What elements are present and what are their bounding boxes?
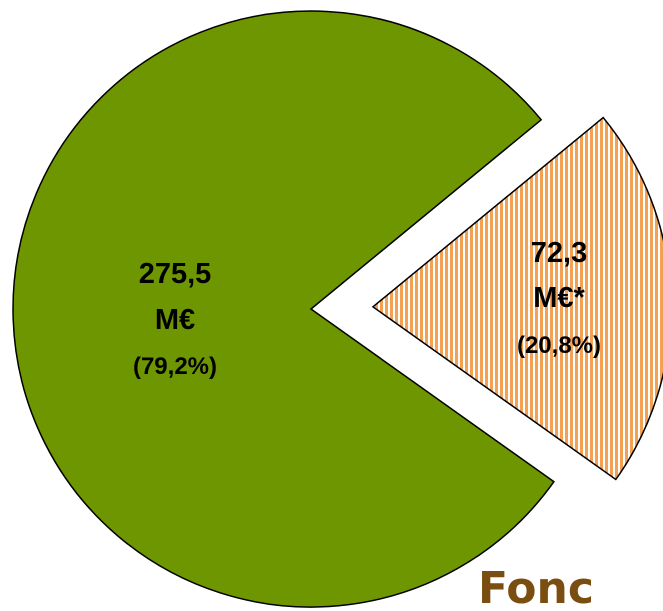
slice-label-large: 275,5 M€ (79,2%)	[133, 258, 217, 380]
slice-label-large-unit: M€	[155, 304, 195, 336]
pie-slice-small	[371, 116, 663, 481]
slice-label-small-percent: (20,8%)	[517, 332, 601, 359]
pie-slice-large	[12, 10, 555, 608]
slice-label-small: 72,3 M€* (20,8%)	[517, 237, 601, 359]
slice-label-small-value: 72,3	[531, 237, 587, 269]
slice-label-large-value: 275,5	[139, 258, 212, 290]
slice-label-large-percent: (79,2%)	[133, 353, 217, 380]
slice-label-small-unit: M€*	[533, 282, 585, 314]
cropped-caption: Fonc	[478, 563, 594, 611]
